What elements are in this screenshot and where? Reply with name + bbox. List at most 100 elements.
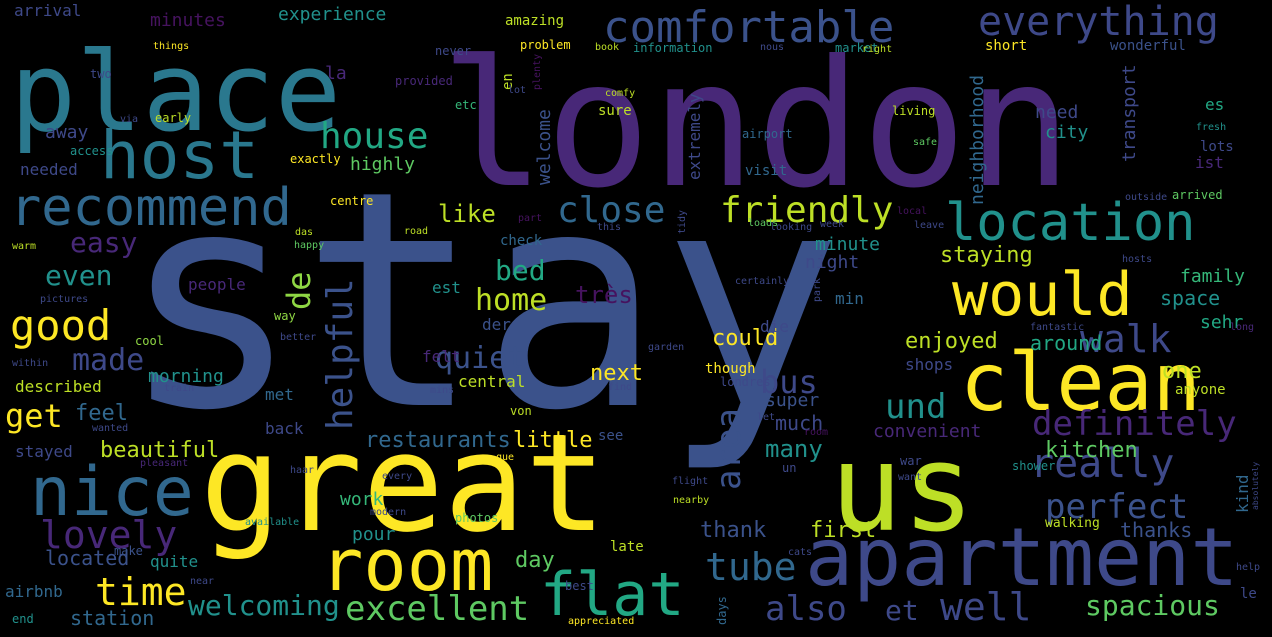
word-happy: happy (294, 240, 324, 251)
word-lots: lots (1200, 139, 1234, 155)
word-via: via (120, 114, 138, 125)
word-sure: sure (598, 103, 632, 119)
word-space: space (1160, 286, 1220, 310)
word-helpful: helpful (320, 278, 361, 430)
word-station: station (70, 606, 154, 630)
word-anyone: anyone (1175, 382, 1226, 398)
word-room: room (804, 427, 828, 438)
word-local: local (897, 206, 927, 217)
word-exactly: exactly (290, 152, 341, 166)
word-well: well (940, 585, 1032, 629)
word-excellent: excellent (345, 589, 529, 629)
word-fresh: fresh (1196, 122, 1226, 133)
word-market: market (835, 41, 878, 55)
word-que: que (496, 452, 514, 463)
word-spacious: spacious (1085, 589, 1220, 622)
word-comfy: comfy (605, 88, 635, 99)
word-access: access (70, 144, 113, 158)
word-est: est (432, 278, 461, 297)
word-like: like (438, 200, 496, 228)
word-pour: pour (352, 524, 396, 545)
word-better: better (280, 332, 316, 343)
word-comfortable: comfortable (603, 2, 894, 53)
word-little: little (513, 428, 592, 453)
word-de: de (280, 271, 318, 310)
word-days: days (715, 596, 729, 625)
word-would: would (952, 260, 1133, 330)
word-visit: visit (745, 163, 787, 179)
word-arrival: arrival (14, 1, 81, 20)
word-kitchen: kitchen (1045, 438, 1138, 463)
word-nice: nice (30, 453, 194, 532)
word-early: early (155, 111, 191, 125)
word-restaurants: restaurants (365, 428, 511, 453)
word-book: book (595, 42, 619, 53)
word-et: et (885, 594, 919, 627)
word-sehr: sehr (1200, 312, 1244, 333)
word-warm: warm (12, 241, 36, 252)
word-available: available (245, 517, 299, 528)
word-great: great (200, 405, 606, 562)
word-felt: felt (422, 347, 461, 366)
word-tidy: tidy (677, 210, 688, 234)
word-pictures: pictures (40, 294, 88, 305)
word-find: find (608, 382, 632, 393)
word-host: host (100, 117, 259, 194)
word-within: within (12, 358, 48, 369)
word-nearby: nearby (673, 495, 709, 506)
word-wonderful: wonderful (1110, 38, 1186, 54)
word-photos: photos (455, 511, 498, 525)
word-road: road (404, 226, 428, 237)
word-beautiful: beautiful (100, 438, 219, 463)
word-das: das (295, 227, 313, 238)
word-es: es (1205, 95, 1224, 114)
word-leave: leave (914, 220, 944, 231)
word-many: many (765, 435, 823, 463)
word-la: la (325, 63, 347, 84)
word-us: us (830, 420, 975, 559)
word-hosts: hosts (1122, 254, 1152, 265)
word-definitely: definitely (1032, 404, 1237, 444)
word-cool: cool (135, 334, 164, 348)
word-this: this (597, 222, 621, 233)
word-part: part (518, 213, 542, 224)
word-place: place (10, 28, 341, 156)
word-friendly: friendly (720, 190, 893, 231)
word-centre: centre (330, 194, 373, 208)
word-looking: looking (770, 222, 812, 233)
word-every: every (382, 471, 412, 482)
word-cats: cats (788, 547, 812, 558)
word-fantastic: fantastic (1030, 322, 1084, 333)
word-war: war (900, 454, 922, 468)
word-home: home (475, 283, 547, 318)
word-und: und (885, 387, 946, 427)
word-house: house (320, 116, 428, 157)
word-park: park (812, 278, 823, 302)
word-pleasant: pleasant (140, 458, 188, 469)
word-make: make (114, 544, 143, 558)
word-die: die (760, 317, 789, 336)
word-shower: shower (1012, 459, 1055, 473)
word-everything: everything (978, 0, 1219, 45)
word-back: back (265, 419, 304, 438)
word-plenty: plenty (532, 54, 543, 90)
word-time: time (95, 570, 187, 614)
word-staying: staying (940, 243, 1033, 268)
word-one: one (1162, 359, 1202, 384)
word-day: day (515, 548, 555, 573)
word-flat: flat (540, 560, 685, 630)
word-work: work (340, 489, 384, 510)
word-want: want (898, 472, 922, 483)
word-welcoming: welcoming (188, 589, 340, 622)
word-outside: outside (1125, 192, 1167, 203)
word-needed: needed (20, 160, 78, 179)
word-provided: provided (395, 74, 453, 88)
word-safe: safe (913, 137, 937, 148)
word-see: see (598, 428, 623, 444)
word-much: much (775, 411, 823, 435)
word-end: end (12, 612, 34, 626)
word-welcome: welcome (534, 109, 555, 185)
word-week: week (820, 219, 844, 230)
word-certainly: certainly (735, 276, 789, 287)
word-never: never (435, 44, 471, 58)
